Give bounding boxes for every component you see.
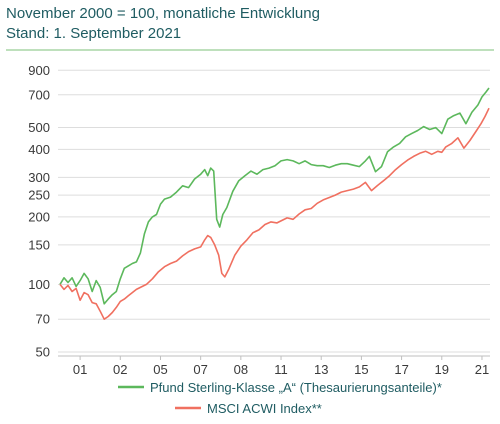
x-tick-label-15: 15	[354, 362, 368, 377]
x-tick-label-21: 21	[475, 362, 489, 377]
y-tick-label-900: 900	[28, 63, 50, 78]
y-tick-label-400: 400	[28, 142, 50, 157]
y-tick-label-250: 250	[28, 188, 50, 203]
series-line-pfund-sterling	[59, 87, 490, 305]
x-tick-label-01: 01	[73, 362, 87, 377]
y-tick-label-500: 500	[28, 120, 50, 135]
x-axis-ticks: 01 02 05 07 08 11 13 15 17 19 21	[73, 356, 489, 377]
x-tick-label-11: 11	[274, 362, 288, 377]
y-tick-label-200: 200	[28, 209, 50, 224]
x-tick-label-07: 07	[193, 362, 207, 377]
legend: Pfund Sterling-Klasse „A“ (Thesaurierung…	[118, 380, 442, 416]
x-tick-label-05: 05	[153, 362, 167, 377]
x-tick-label-08: 08	[234, 362, 248, 377]
y-tick-label-50: 50	[36, 345, 50, 360]
y-tick-label-70: 70	[36, 312, 50, 327]
legend-label-msci-acwi: MSCI ACWI Index**	[207, 401, 322, 416]
y-tick-label-150: 150	[28, 237, 50, 252]
legend-label-pfund-sterling: Pfund Sterling-Klasse „A“ (Thesaurierung…	[150, 380, 442, 395]
x-tick-label-13: 13	[314, 362, 328, 377]
chart-title-line-1: November 2000 = 100, monatliche Entwickl…	[6, 5, 320, 22]
x-tick-label-17: 17	[394, 362, 408, 377]
x-tick-label-19: 19	[435, 362, 449, 377]
chart-title-line-2: Stand: 1. September 2021	[6, 25, 181, 42]
x-tick-label-02: 02	[113, 362, 127, 377]
series-lines	[59, 87, 490, 320]
y-tick-label-700: 700	[28, 87, 50, 102]
y-tick-label-100: 100	[28, 277, 50, 292]
grid-lines	[58, 69, 490, 353]
y-tick-label-300: 300	[28, 170, 50, 185]
series-line-msci-acwi	[59, 107, 490, 320]
y-axis-ticks: 900 700 500 400 300 250 200 150 100 70 50	[28, 63, 50, 360]
